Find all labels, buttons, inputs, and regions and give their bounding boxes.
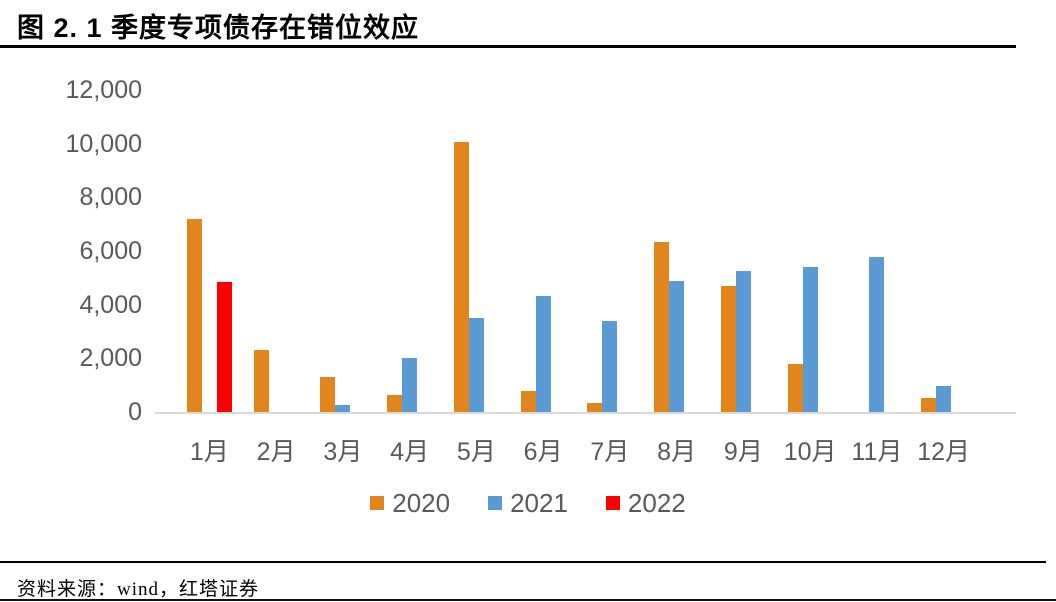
x-axis-label-8月: 8月 xyxy=(657,438,697,466)
bar-group-4月 xyxy=(376,90,443,412)
x-axis-label-5月: 5月 xyxy=(456,438,496,466)
bar-group-6月 xyxy=(510,90,577,412)
footer-divider xyxy=(0,561,1046,563)
bar-2020-3月 xyxy=(320,377,336,412)
bar-group-2月 xyxy=(243,90,310,412)
bar-2020-6月 xyxy=(520,391,536,412)
bar-group-12月 xyxy=(910,90,977,412)
legend-item-2021: 2021 xyxy=(488,488,568,519)
bar-2020-1月 xyxy=(186,219,202,412)
bar-2020-9月 xyxy=(720,286,736,412)
bar-2021-9月 xyxy=(735,271,751,412)
bar-2020-12月 xyxy=(921,398,937,412)
x-axis-label-9月: 9月 xyxy=(723,438,763,466)
bar-2020-8月 xyxy=(654,242,670,412)
bottom-divider xyxy=(0,599,1056,601)
legend-label: 2020 xyxy=(392,487,451,518)
bar-2020-5月 xyxy=(453,142,469,412)
legend-label: 2022 xyxy=(627,487,686,518)
figure-title: 图 2. 1 季度专项债存在错位效应 xyxy=(17,13,420,43)
bar-2021-3月 xyxy=(335,405,351,412)
title-divider xyxy=(0,45,1016,48)
bar-group-11月 xyxy=(844,90,911,412)
legend-swatch-icon xyxy=(605,496,620,510)
y-axis-tick-label: 0 xyxy=(128,398,142,426)
bar-2021-4月 xyxy=(402,358,418,412)
bar-2021-11月 xyxy=(869,257,885,412)
x-axis-label-3月: 3月 xyxy=(323,438,363,466)
bar-2020-4月 xyxy=(387,395,403,412)
legend-label: 2021 xyxy=(510,487,568,518)
y-axis-tick-label: 12,000 xyxy=(65,76,142,104)
bar-2022-1月 xyxy=(216,282,232,412)
bar-group-5月 xyxy=(443,90,510,412)
bar-group-3月 xyxy=(310,90,377,412)
bar-group-9月 xyxy=(710,90,777,412)
legend-item-2022: 2022 xyxy=(605,487,686,519)
chart-legend: 2020 2021 2022 xyxy=(0,486,1056,520)
bar-2020-2月 xyxy=(253,350,269,412)
y-axis-tick-label: 8,000 xyxy=(79,183,142,212)
bar-2021-10月 xyxy=(802,267,818,412)
legend-swatch-icon xyxy=(488,496,503,510)
bar-2021-7月 xyxy=(602,321,618,412)
x-axis-label-10月: 10月 xyxy=(783,438,837,466)
bar-group-7月 xyxy=(577,90,644,412)
x-axis-label-1月: 1月 xyxy=(189,438,229,466)
bar-group-10月 xyxy=(777,90,844,412)
y-axis-tick-label: 6,000 xyxy=(79,237,142,265)
y-axis-tick-label: 10,000 xyxy=(65,129,142,158)
y-axis-tick-label: 4,000 xyxy=(79,290,142,319)
bar-2021-5月 xyxy=(468,318,484,412)
bar-group-8月 xyxy=(643,90,710,412)
plot-area xyxy=(176,90,977,412)
bar-group-1月 xyxy=(176,90,243,412)
bar-2020-7月 xyxy=(587,403,603,412)
source-note: 资料来源：wind，红塔证券 xyxy=(17,579,260,600)
bar-2021-6月 xyxy=(535,296,551,412)
x-axis-label-6月: 6月 xyxy=(523,438,563,466)
bar-2021-12月 xyxy=(936,386,952,412)
x-axis-label-2月: 2月 xyxy=(256,438,296,466)
legend-swatch-icon xyxy=(370,496,385,510)
x-axis-label-7月: 7月 xyxy=(590,438,630,466)
legend-item-2020: 2020 xyxy=(370,488,450,519)
bar-2020-10月 xyxy=(787,364,803,412)
x-axis-label-12月: 12月 xyxy=(917,438,971,466)
x-axis-label-11月: 11月 xyxy=(851,438,903,466)
y-axis-tick-label: 2,000 xyxy=(79,344,142,373)
bar-2021-8月 xyxy=(669,281,685,412)
x-axis-label-4月: 4月 xyxy=(390,438,430,466)
x-axis-labels: 1月 2月 3月 4月 5月 6月 7月 8月 9月 10月 11月 12月 xyxy=(176,432,977,468)
x-axis-line xyxy=(155,412,1016,414)
